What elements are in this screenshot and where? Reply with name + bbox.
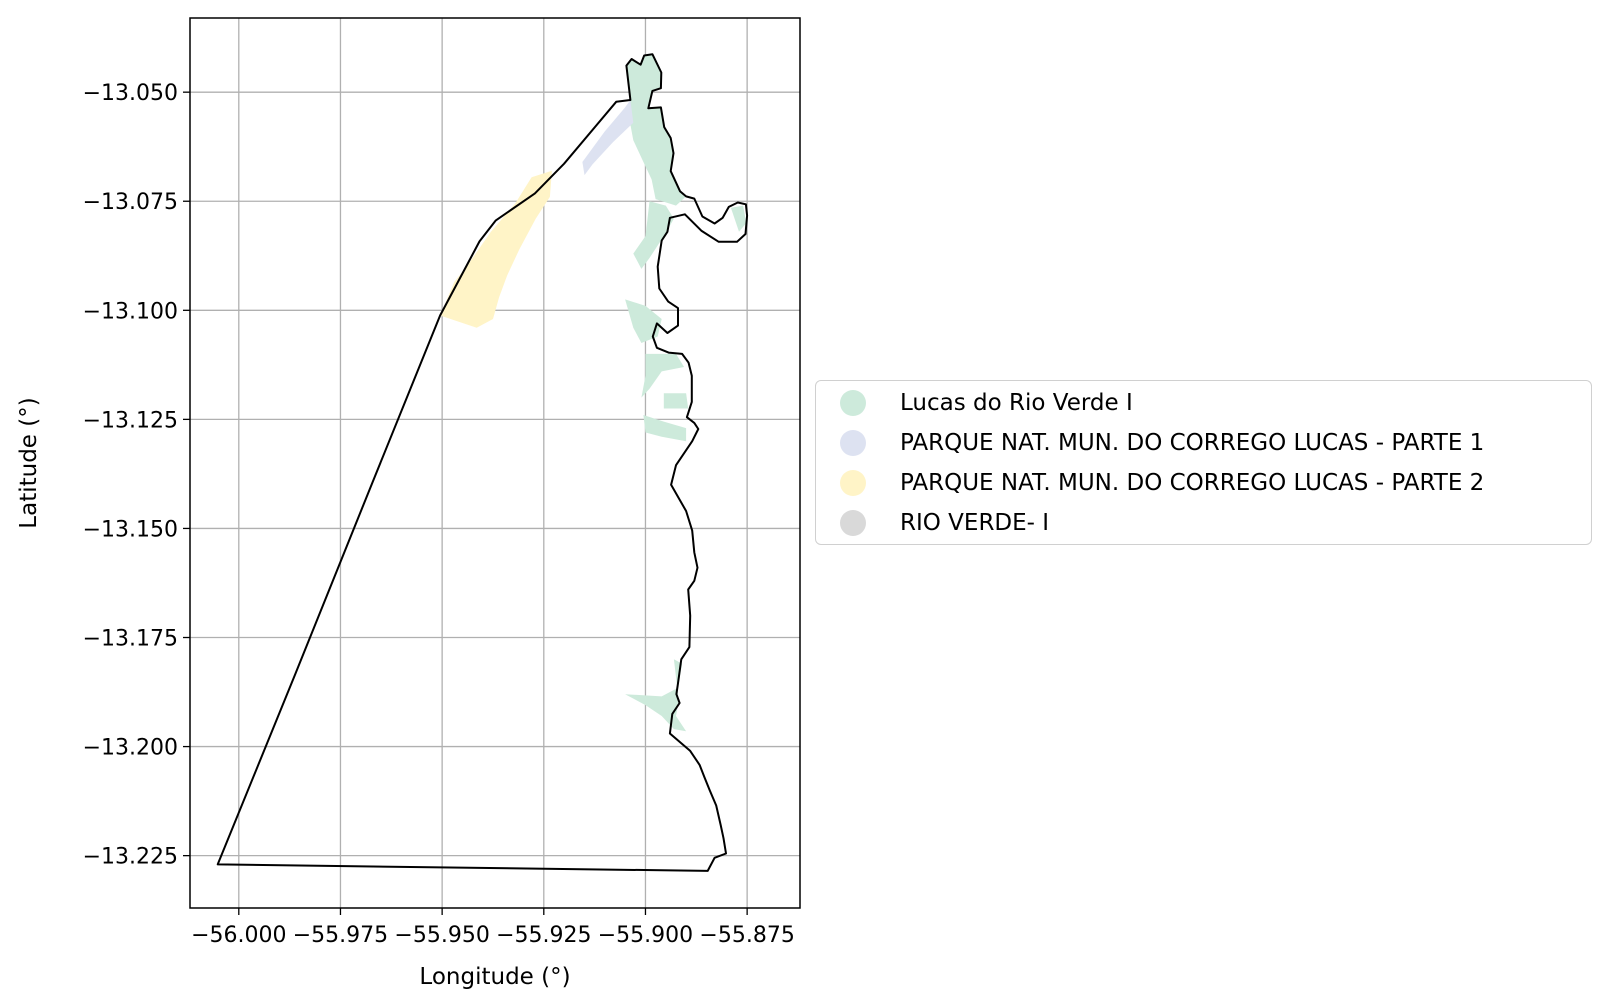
legend-marker-parque-parte-2 xyxy=(840,470,866,496)
x-tick-label: −55.975 xyxy=(293,923,388,948)
legend-marker-parque-parte-1 xyxy=(840,430,866,456)
tick-layer: −56.000 −55.975 −55.950 −55.925 −55.900 −55.8… xyxy=(83,81,795,948)
legend: Lucas do Rio Verde I PARQUE NAT. MUN. DO… xyxy=(815,380,1592,545)
x-axis-label: Longitude (°) xyxy=(419,964,570,990)
legend-marker-lucas-do-rio-verde-i xyxy=(840,390,866,416)
protected-area-polygon xyxy=(625,659,687,732)
legend-label: PARQUE NAT. MUN. DO CORREGO LUCAS - PART… xyxy=(900,430,1485,456)
boundary-layer xyxy=(216,53,749,872)
protected-area-polygon xyxy=(641,353,685,398)
x-tick-label: −55.900 xyxy=(598,923,693,948)
y-tick-label: −13.225 xyxy=(83,845,178,870)
x-tick-label: −55.950 xyxy=(394,923,489,948)
municipality-boundary xyxy=(216,53,749,872)
x-tick-label: −56.000 xyxy=(191,923,286,948)
region-layer xyxy=(440,54,747,732)
legend-label: RIO VERDE- I xyxy=(900,510,1050,536)
protected-area-polygon xyxy=(643,415,687,442)
x-tick-label: −55.925 xyxy=(496,923,591,948)
protected-area-polygon xyxy=(663,393,689,409)
legend-label: PARQUE NAT. MUN. DO CORREGO LUCAS - PART… xyxy=(900,470,1485,496)
protected-area-polygon xyxy=(582,100,634,176)
y-tick-label: −13.100 xyxy=(83,299,178,324)
y-tick-label: −13.075 xyxy=(83,190,178,215)
protected-area-polygon xyxy=(730,205,747,232)
legend-label: Lucas do Rio Verde I xyxy=(900,390,1133,416)
protected-area-polygon xyxy=(633,201,674,269)
grid-layer xyxy=(190,18,800,908)
y-tick-label: −13.050 xyxy=(83,81,178,106)
plot-frame xyxy=(189,17,801,909)
protected-area-polygon xyxy=(440,170,552,328)
y-tick-label: −13.200 xyxy=(83,736,178,761)
y-tick-label: −13.150 xyxy=(83,517,178,542)
x-tick-label: −55.875 xyxy=(699,923,794,948)
protected-area-polygon xyxy=(625,299,662,343)
y-tick-label: −13.125 xyxy=(83,408,178,433)
y-tick-label: −13.175 xyxy=(83,627,178,652)
y-axis-label: Latitude (°) xyxy=(16,397,42,528)
legend-marker-rio-verde-i xyxy=(840,510,866,536)
